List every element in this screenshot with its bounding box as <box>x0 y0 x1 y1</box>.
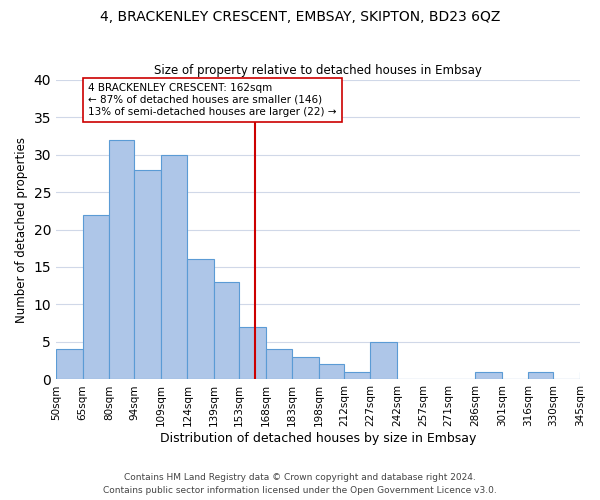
Bar <box>239 327 266 380</box>
Title: Size of property relative to detached houses in Embsay: Size of property relative to detached ho… <box>154 64 482 77</box>
Bar <box>475 372 502 380</box>
Bar <box>580 372 600 380</box>
Text: Contains HM Land Registry data © Crown copyright and database right 2024.
Contai: Contains HM Land Registry data © Crown c… <box>103 474 497 495</box>
X-axis label: Distribution of detached houses by size in Embsay: Distribution of detached houses by size … <box>160 432 476 445</box>
Bar <box>266 350 292 380</box>
Bar <box>161 154 187 380</box>
Text: 4, BRACKENLEY CRESCENT, EMBSAY, SKIPTON, BD23 6QZ: 4, BRACKENLEY CRESCENT, EMBSAY, SKIPTON,… <box>100 10 500 24</box>
Bar <box>187 260 214 380</box>
Bar <box>134 170 161 380</box>
Bar <box>56 350 83 380</box>
Bar <box>109 140 134 380</box>
Bar <box>344 372 370 380</box>
Bar <box>292 357 319 380</box>
Bar <box>214 282 239 380</box>
Bar <box>319 364 344 380</box>
Bar <box>370 342 397 380</box>
Text: 4 BRACKENLEY CRESCENT: 162sqm
← 87% of detached houses are smaller (146)
13% of : 4 BRACKENLEY CRESCENT: 162sqm ← 87% of d… <box>88 84 337 116</box>
Bar <box>529 372 553 380</box>
Bar <box>83 214 109 380</box>
Y-axis label: Number of detached properties: Number of detached properties <box>15 136 28 322</box>
